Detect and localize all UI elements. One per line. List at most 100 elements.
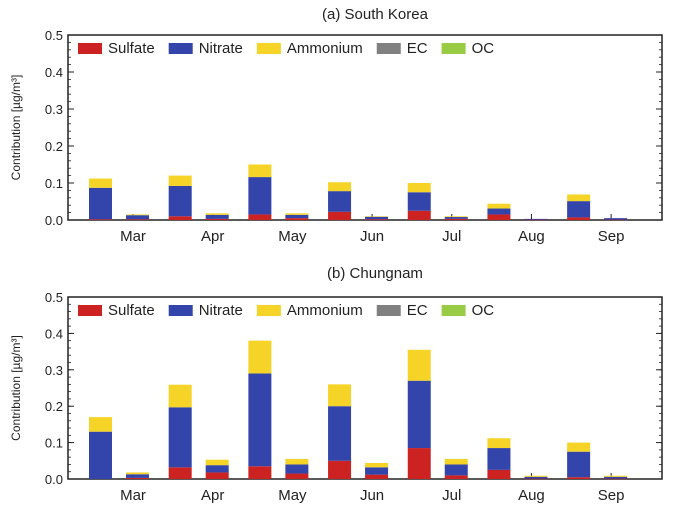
- x-tick-label: Sep: [598, 228, 625, 245]
- bar-segment-nitrate: [328, 406, 352, 461]
- bar-segment-ammonium: [567, 194, 591, 202]
- x-tick-label: Mar: [120, 487, 146, 504]
- bar-segment-sulfate: [604, 219, 628, 221]
- bar-segment-sulfate: [168, 216, 192, 220]
- legend-swatch-ec: [376, 43, 401, 54]
- bar-segment-ammonium: [328, 384, 352, 407]
- bar-segment-nitrate: [444, 217, 468, 219]
- x-tick-label: Jul: [442, 228, 461, 245]
- bar-segment-sulfate: [524, 478, 548, 480]
- bar-segment-sulfate: [524, 219, 548, 221]
- bar-segment-ammonium: [524, 475, 548, 477]
- y-tick-label: 0.5: [45, 28, 63, 43]
- bar-segment-nitrate: [89, 187, 112, 220]
- y-tick-label: 0.0: [45, 213, 63, 228]
- bar-segment-nitrate: [604, 476, 628, 479]
- bar-segment-nitrate: [365, 467, 389, 475]
- bar-segment-ammonium: [444, 216, 468, 218]
- y-tick-label: 0.1: [45, 176, 63, 191]
- legend-label-ammonium: Ammonium: [287, 302, 363, 319]
- y-tick-label: 0.4: [45, 65, 63, 80]
- bar-segment-sulfate: [205, 472, 229, 479]
- bar-segment-nitrate: [567, 201, 591, 218]
- legend-label-ammonium: Ammonium: [287, 40, 363, 57]
- x-tick-label: Jul: [442, 487, 461, 504]
- bar-segment-nitrate: [285, 214, 309, 219]
- legend-swatch-ammonium: [256, 43, 281, 54]
- legend-swatch-nitrate: [168, 305, 193, 316]
- bar-segment-nitrate: [168, 407, 192, 468]
- bar-segment-nitrate: [285, 464, 309, 474]
- legend-swatch-sulfate: [78, 43, 102, 54]
- bar-segment-sulfate: [407, 210, 431, 220]
- bar-segment-ammonium: [444, 458, 468, 465]
- bar-segment-nitrate: [407, 380, 431, 449]
- legend-swatch-oc: [441, 305, 466, 316]
- legend-label-oc: OC: [472, 302, 495, 319]
- legend-label-ec: EC: [407, 40, 428, 57]
- chart-title: (b) Chungnam: [327, 265, 423, 282]
- bar-segment-nitrate: [487, 448, 511, 470]
- bar-segment-sulfate: [328, 460, 352, 479]
- bar-segment-ammonium: [567, 442, 591, 452]
- bar-segment-sulfate: [487, 214, 511, 220]
- legend-swatch-ec: [376, 305, 401, 316]
- chart-title: (a) South Korea: [322, 6, 429, 23]
- bar-segment-sulfate: [604, 478, 628, 480]
- bar-segment-ammonium: [89, 417, 112, 432]
- chart-panel-1: (a) South Korea 0.0 0.1 0.2 0.3 0.4 0.5 Contrib…: [9, 6, 663, 245]
- y-tick-label: 0.3: [45, 363, 63, 378]
- bar-segment-nitrate: [248, 373, 272, 467]
- x-tick-label: Jun: [360, 487, 384, 504]
- bar-segment-sulfate: [126, 219, 149, 220]
- bar-segment-nitrate: [604, 218, 628, 220]
- y-axis-label: Contribution [µg/m³]: [9, 75, 23, 181]
- bar-segment-nitrate: [126, 474, 149, 478]
- bar-segment-ammonium: [89, 178, 112, 188]
- legend-label-sulfate: Sulfate: [108, 40, 155, 57]
- bar-segment-sulfate: [168, 467, 192, 479]
- bar-segment-ammonium: [328, 182, 352, 192]
- x-tick-label: May: [278, 228, 307, 245]
- x-tick-label: Apr: [201, 228, 224, 245]
- bar-segment-nitrate: [126, 215, 149, 220]
- bar-segment-ammonium: [285, 213, 309, 215]
- plot-frame: [67, 296, 663, 480]
- legend-swatch-oc: [441, 43, 466, 54]
- bar-segment-ammonium: [205, 213, 229, 215]
- y-axis-label: Contribution [µg/m³]: [9, 335, 23, 441]
- bar-segment-sulfate: [126, 477, 149, 479]
- bar-segment-ammonium: [365, 462, 389, 468]
- x-tick-label: Jun: [360, 228, 384, 245]
- bar-segment-ammonium: [168, 175, 192, 186]
- legend-label-oc: OC: [472, 40, 495, 57]
- bar-segment-ammonium: [205, 459, 229, 466]
- chart-panel-2: (b) Chungnam 0.0 0.1 0.2 0.3 0.4 0.5 Contributi…: [9, 265, 663, 504]
- bar-segment-sulfate: [487, 469, 511, 479]
- bar-segment-sulfate: [365, 219, 389, 220]
- bar-segment-nitrate: [524, 218, 548, 220]
- bar-segment-ammonium: [407, 349, 431, 381]
- bar-segment-nitrate: [487, 208, 511, 215]
- bar-segment-nitrate: [365, 216, 389, 220]
- bar-segment-ammonium: [407, 183, 431, 193]
- legend-label-sulfate: Sulfate: [108, 302, 155, 319]
- x-tick-label: Aug: [518, 487, 545, 504]
- bar-segment-nitrate: [328, 191, 352, 212]
- bar-segment-ammonium: [365, 216, 389, 217]
- bar-segment-sulfate: [567, 477, 591, 479]
- bar-segment-sulfate: [248, 466, 272, 479]
- legend-label-nitrate: Nitrate: [199, 40, 243, 57]
- bar-segment-nitrate: [248, 177, 272, 215]
- bar-segment-ammonium: [126, 214, 149, 216]
- legend-swatch-ammonium: [256, 305, 281, 316]
- x-tick-label: Mar: [120, 228, 146, 245]
- bar-segment-sulfate: [285, 473, 309, 479]
- bar-segment-nitrate: [524, 476, 548, 479]
- bar-segment-ammonium: [487, 438, 511, 449]
- bar-segment-nitrate: [407, 192, 431, 211]
- bar-segment-ammonium: [604, 475, 628, 477]
- bar-segment-sulfate: [444, 475, 468, 479]
- x-tick-label: Aug: [518, 228, 545, 245]
